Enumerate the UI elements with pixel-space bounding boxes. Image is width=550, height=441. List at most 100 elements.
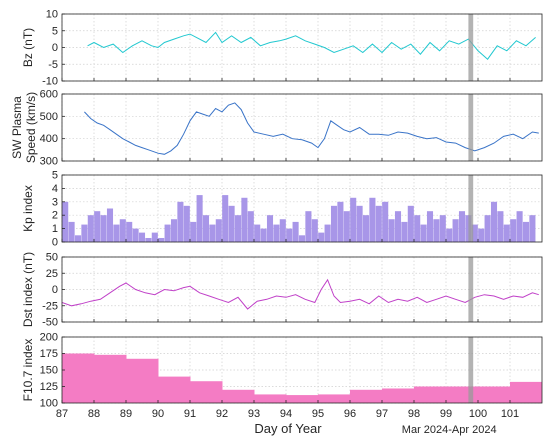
y-tick-label: 100 [40,398,58,410]
y-axis-label-line: SW Plasma [10,96,24,159]
kp-bar [202,215,210,242]
x-tick-label: 101 [501,408,519,420]
axes-frame [61,93,543,162]
x-tick-label: 95 [312,408,324,420]
kp-bar [74,235,82,242]
f107-step [510,381,542,403]
y-tick-label: 5 [52,170,58,182]
y-tick-label: 3 [52,196,58,208]
f107-step [190,381,223,403]
kp-bar [81,224,88,242]
y-tick-label: 2 [52,210,58,222]
kp-bar [273,224,280,242]
kp-bar [106,208,114,242]
kp-bar [100,215,107,242]
kp-bar [62,201,69,242]
kp-bar [503,224,510,242]
kp-bar [68,221,75,242]
kp-bar [471,224,478,242]
kp-bar [254,224,261,242]
y-tick-label: 150 [40,365,58,377]
highlight-band [468,175,474,242]
y-tick-label: 400 [40,133,58,145]
f107-step [126,358,159,403]
kp-bar [279,219,286,242]
kp-bar [145,237,152,242]
y-tick-label: 5 [52,25,58,37]
kp-bar [196,195,203,242]
plot-area [84,102,539,155]
kp-bar [330,205,338,242]
kp-bar [266,215,274,242]
y-axis-label-line: Speed (km/s) [24,92,38,163]
y-tick-label: 0 [52,237,58,249]
kp-bar [401,221,408,242]
kp-bar [478,228,485,242]
y-tick-label: 200 [40,332,58,344]
kp-bar [337,201,344,242]
f107-step [414,386,447,403]
kp-bar [164,224,171,242]
kp-bar [497,211,504,242]
plot-area [62,353,542,403]
kp-bar [87,215,94,242]
kp-bar [484,215,491,242]
kp-bar [170,219,178,242]
kp-bar [388,219,395,242]
y-tick-label: -10 [42,76,58,88]
y-tick-label: 50 [46,252,58,264]
kp-bar [369,197,376,242]
kp-bar [433,219,440,242]
f107-step [350,389,383,403]
x-tick-label: 100 [469,408,487,420]
f107-step [478,386,511,403]
x-tick-label: 98 [408,408,420,420]
x-tick-label: 87 [56,408,68,420]
panel-4: 100 125 150 175 200 F10.7 index [21,332,543,410]
x-tick-label: 97 [376,408,388,420]
axes-frame [61,174,543,243]
x-tick-label: 90 [152,408,164,420]
kp-bar [292,221,299,242]
y-axis-label: Bz (nT) [21,28,35,67]
plot-area [62,278,539,310]
kp-bar [311,219,318,242]
kp-bar [298,235,306,242]
f107-step [254,394,287,403]
x-tick-label: 99 [440,408,452,420]
x-tick-label: 88 [88,408,100,420]
date-range-note: Mar 2024-Apr 2024 [402,424,497,436]
y-tick-label: 0 [52,42,58,54]
y-tick-label: 25 [46,268,58,280]
kp-bar [119,219,126,242]
kp-bar [362,215,370,242]
y-tick-label: -25 [42,300,58,312]
f107-step [158,376,191,403]
y-tick-label: 500 [40,111,58,123]
plot-area [62,195,536,242]
kp-bar [516,211,523,242]
y-tick-label: 1 [52,223,58,235]
y-tick-label: -50 [42,317,58,329]
y-tick-label: -5 [48,59,58,71]
kp-bar [138,232,146,242]
f107-step [446,386,479,403]
kp-bar [222,195,229,242]
y-axis-label: SW PlasmaSpeed (km/s) [10,92,38,163]
kp-bar [350,197,357,242]
x-tick-label: 91 [184,408,196,420]
kp-bar [420,224,427,242]
highlight-band [468,257,474,322]
y-tick-label: 10 [46,9,58,21]
kp-bar [151,232,158,242]
x-tick-label: 89 [120,408,132,420]
kp-bar [177,201,184,242]
kp-bar [94,211,101,242]
x-axis-label: Day of Year [254,421,322,436]
kp-bar [452,219,459,242]
y-tick-label: 125 [40,381,58,393]
kp-bar [458,211,466,242]
kp-bar [241,197,248,242]
